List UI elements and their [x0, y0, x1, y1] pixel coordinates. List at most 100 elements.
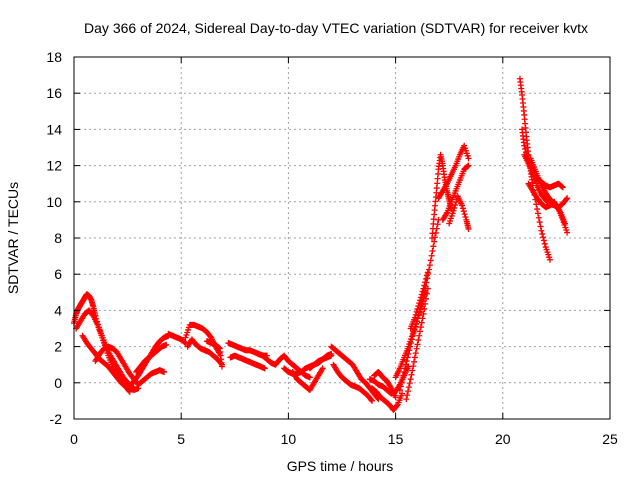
- data-point: [368, 396, 375, 403]
- data-point: [412, 324, 419, 331]
- data-point: [559, 184, 566, 191]
- x-tick-label: 10: [281, 431, 297, 447]
- data-point: [546, 256, 553, 263]
- data-point: [261, 365, 268, 372]
- data-point: [451, 204, 458, 211]
- data-point: [398, 379, 405, 386]
- data-point: [400, 372, 407, 379]
- series-arc-7: [184, 336, 225, 368]
- data-point: [536, 219, 543, 226]
- data-point: [415, 303, 422, 310]
- data-point: [404, 392, 411, 399]
- data-point: [421, 282, 428, 289]
- data-point: [163, 341, 170, 348]
- data-point: [418, 291, 425, 298]
- data-point: [558, 183, 565, 190]
- x-tick-label: 25: [602, 431, 618, 447]
- grid-lines: [74, 57, 610, 419]
- data-point: [410, 329, 417, 336]
- data-point: [414, 341, 421, 348]
- data-point: [161, 368, 168, 375]
- data-point: [540, 234, 547, 241]
- data-point: [462, 214, 469, 221]
- data-point: [417, 306, 424, 313]
- data-point: [564, 195, 571, 202]
- y-tick-label: 6: [54, 266, 62, 282]
- data-point: [427, 257, 434, 264]
- series-arc-peak-2: [435, 142, 472, 202]
- data-point: [465, 155, 472, 162]
- y-tick-label: 10: [46, 194, 62, 210]
- data-point: [422, 279, 429, 286]
- data-point: [429, 248, 436, 255]
- data-point: [369, 397, 376, 404]
- series-arc-peak-4: [446, 193, 472, 232]
- data-point: [561, 220, 568, 227]
- data-point: [428, 252, 435, 259]
- y-tick-label: 18: [46, 49, 62, 65]
- y-axis-label: SDTVAR / TECUs: [5, 182, 21, 294]
- series-arc-peak-1: [429, 151, 455, 241]
- data-point: [408, 371, 415, 378]
- data-point: [393, 402, 400, 409]
- data-point: [406, 380, 413, 387]
- series-arc-3: [133, 341, 170, 375]
- y-tick-label: 16: [46, 85, 62, 101]
- data-point: [411, 314, 418, 321]
- data-point: [409, 367, 416, 374]
- data-point: [409, 332, 416, 339]
- data-point: [410, 363, 417, 370]
- data-point: [452, 202, 459, 209]
- x-tick-label: 5: [177, 431, 185, 447]
- data-point: [414, 318, 421, 325]
- data-point: [535, 214, 542, 221]
- data-point: [465, 162, 472, 169]
- data-point: [540, 237, 547, 244]
- data-point: [404, 354, 411, 361]
- data-point: [432, 234, 439, 241]
- x-tick-label: 15: [388, 431, 404, 447]
- data-point: [182, 339, 189, 346]
- data-point: [533, 201, 540, 208]
- data-point: [430, 243, 437, 250]
- data-point: [420, 285, 427, 292]
- data-point: [419, 315, 426, 322]
- data-point: [459, 205, 466, 212]
- series-arc-15: [328, 343, 382, 403]
- data-point: [408, 339, 415, 346]
- data-point: [461, 211, 468, 218]
- series-arc-4: [135, 367, 168, 388]
- series-arc-16: [330, 361, 376, 404]
- data-point: [412, 311, 419, 318]
- data-point: [412, 350, 419, 357]
- data-point: [419, 288, 426, 295]
- series-arc-rise-3: [403, 285, 431, 403]
- data-point: [417, 297, 424, 304]
- data-point: [399, 390, 406, 397]
- data-point: [397, 383, 404, 390]
- series-arc-rise-2: [396, 289, 429, 394]
- data-point: [392, 394, 399, 401]
- data-point: [539, 231, 546, 238]
- data-point: [460, 208, 467, 215]
- data-point: [537, 223, 544, 230]
- data-point: [422, 300, 429, 307]
- data-point: [534, 206, 541, 213]
- series-arc-13: [289, 365, 326, 394]
- data-point: [423, 275, 430, 282]
- data-point: [403, 396, 410, 403]
- data-point: [564, 229, 571, 236]
- x-tick-label: 20: [495, 431, 511, 447]
- y-tick-labels: -2 0 2 4 6 8 10 12 14 16 18: [46, 49, 62, 427]
- data-point: [218, 363, 225, 370]
- data-point: [563, 196, 570, 203]
- data-point: [424, 269, 431, 276]
- data-point: [396, 387, 403, 394]
- y-tick-label: 12: [46, 158, 62, 174]
- data-point: [415, 337, 422, 344]
- series-arc-18: [369, 385, 406, 413]
- series-arc-rise-1: [392, 216, 442, 381]
- data-point: [450, 207, 457, 214]
- y-tick-label: 14: [46, 121, 62, 137]
- data-point: [181, 339, 188, 346]
